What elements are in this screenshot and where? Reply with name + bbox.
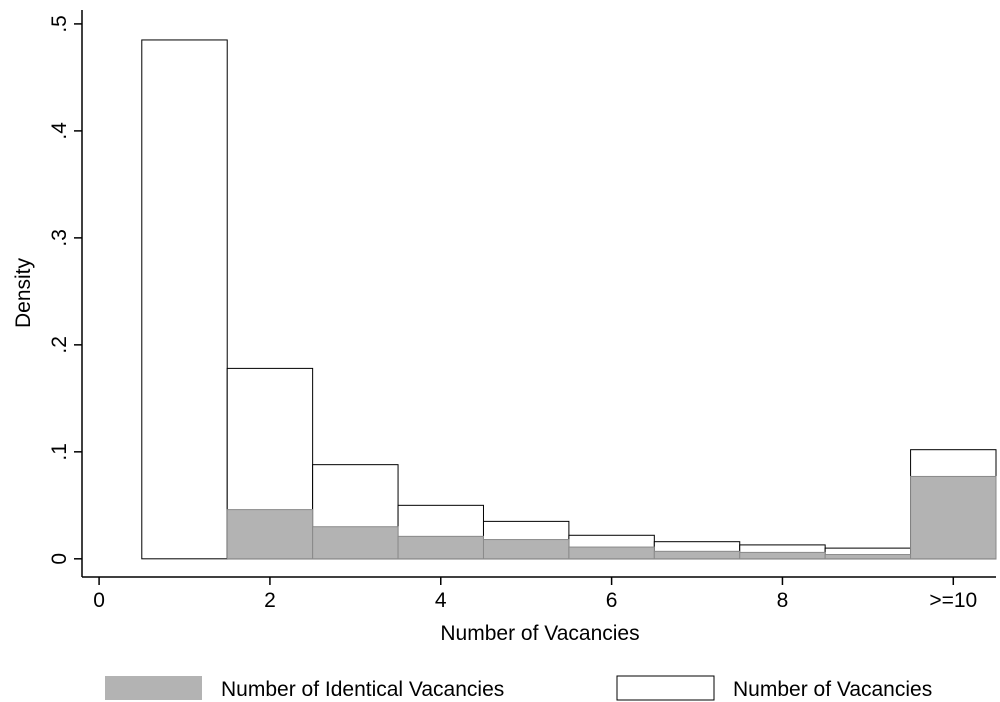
x-tick-label: 4 [435, 589, 447, 612]
x-tick-label: >=10 [929, 589, 977, 612]
bar [226, 509, 314, 560]
x-tick-label: 8 [777, 589, 789, 612]
y-tick-label: 0 [48, 553, 71, 565]
y-tick-label: .3 [48, 229, 71, 247]
bar [312, 526, 399, 560]
x-axis-label: Number of Vacancies [440, 622, 639, 645]
bar [910, 475, 997, 560]
y-tick-label: .2 [48, 336, 71, 354]
bar [482, 539, 570, 560]
legend-swatch [616, 675, 715, 701]
legend-swatch [105, 676, 202, 700]
bar [568, 546, 655, 560]
bar [824, 554, 912, 560]
legend-label: Number of Identical Vacancies [221, 678, 504, 701]
bar [141, 39, 228, 560]
x-tick-label: 6 [606, 589, 618, 612]
y-tick-label: .4 [48, 122, 71, 140]
bar [739, 551, 826, 560]
y-axis-label: Density [12, 257, 35, 328]
legend-label: Number of Vacancies [733, 678, 932, 701]
x-tick-label: 2 [264, 589, 276, 612]
bar [397, 535, 484, 560]
y-tick-label: .1 [48, 443, 71, 461]
y-tick-label: .5 [48, 15, 71, 33]
x-tick-label: 0 [93, 589, 105, 612]
bar [653, 550, 741, 560]
